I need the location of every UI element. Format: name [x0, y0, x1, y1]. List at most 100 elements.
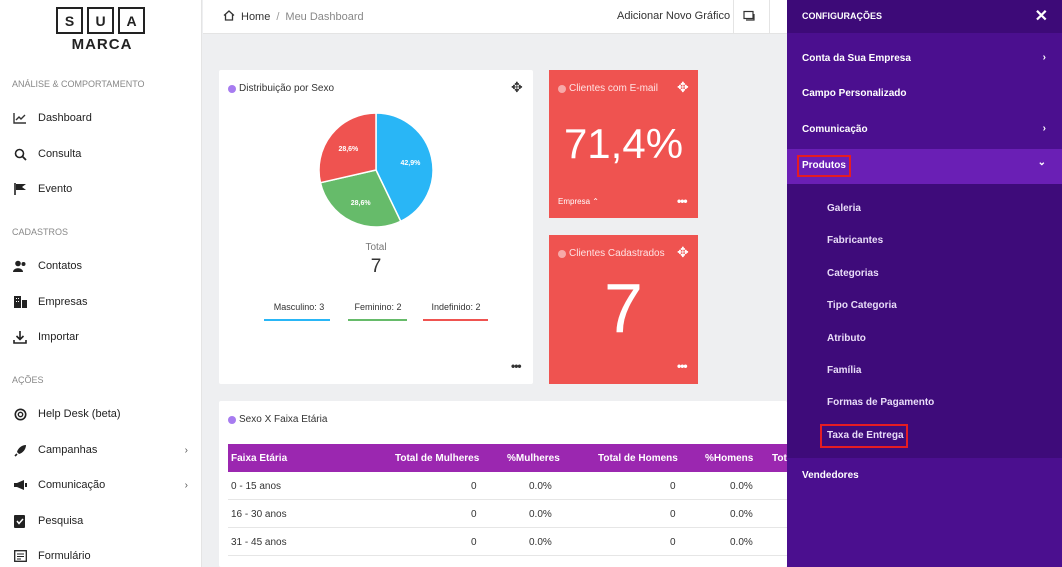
submenu-familia[interactable]: Família: [827, 365, 862, 376]
column-header[interactable]: Tot: [772, 453, 787, 464]
submenu-atributo[interactable]: Atributo: [827, 333, 866, 344]
submenu-categorias[interactable]: Categorias: [827, 268, 879, 279]
panel-item-vendedores[interactable]: Vendedores: [787, 459, 1062, 494]
column-header[interactable]: %Mulheres: [507, 453, 560, 464]
sidebar-item-importar[interactable]: Importar: [12, 327, 192, 347]
move-icon[interactable]: ✥: [677, 244, 689, 260]
table-cell: 31 - 45 anos: [231, 537, 287, 548]
header-divider: [733, 0, 734, 34]
legend-masculino[interactable]: Masculino: 3: [273, 302, 325, 312]
card-title-text: Sexo X Faixa Etária: [239, 414, 328, 425]
submenu-tipo-categoria[interactable]: Tipo Categoria: [827, 300, 897, 311]
pie-slice-indefinido[interactable]: [318, 112, 377, 184]
table-cell: 0: [670, 481, 676, 492]
more-options-icon[interactable]: •••: [677, 359, 688, 373]
sidebar-item-label: Empresas: [38, 296, 88, 308]
chart-icon: [12, 111, 28, 125]
add-chart-button[interactable]: Adicionar Novo Gráfico: [617, 10, 731, 22]
column-header[interactable]: Total de Mulheres: [395, 453, 480, 464]
legend-feminino[interactable]: Feminino: 2: [354, 302, 402, 312]
produtos-submenu: Galeria Fabricantes Categorias Tipo Cate…: [787, 184, 1062, 458]
home-icon[interactable]: [223, 10, 235, 24]
sidebar-item-label: Contatos: [38, 260, 83, 272]
legend-indefinido[interactable]: Indefinido: 2: [431, 302, 481, 312]
registered-clients-card: Clientes Cadastrados ✥ 7 •••: [549, 235, 698, 384]
legend-line-masculino: [264, 319, 330, 321]
sidebar-item-label: Pesquisa: [38, 515, 84, 527]
pie-slice-label: 28,6%: [338, 146, 359, 153]
card-title: Clientes Cadastrados: [558, 248, 665, 259]
submenu-fabricantes[interactable]: Fabricantes: [827, 235, 884, 246]
sidebar-item-empresas[interactable]: Empresas: [12, 292, 192, 312]
table-cell: 0.0%: [730, 537, 753, 548]
sidebar-item-pesquisa[interactable]: Pesquisa: [12, 511, 192, 531]
flag-icon: [12, 182, 28, 196]
panel-item-conta[interactable]: Conta da Sua Empresa ›: [787, 42, 1062, 77]
move-icon[interactable]: ✥: [677, 79, 689, 95]
table-cell: 0: [670, 509, 676, 520]
total-label: Total: [365, 242, 387, 253]
logo-letter: A: [118, 7, 145, 34]
close-icon[interactable]: ✕: [1034, 8, 1048, 25]
pie-slice-masculino[interactable]: [375, 112, 434, 223]
table-header: Faixa Etária Total de Mulheres %Mulheres…: [228, 444, 787, 472]
sidebar-item-evento[interactable]: Evento: [12, 179, 192, 199]
survey-icon: [12, 514, 28, 528]
email-value: 71,4%: [563, 120, 684, 167]
column-header[interactable]: Total de Homens: [598, 453, 678, 464]
sidebar-item-help-desk[interactable]: Help Desk (beta): [12, 404, 192, 424]
column-header[interactable]: %Homens: [705, 453, 754, 464]
table-cell: 16 - 30 anos: [231, 509, 287, 520]
help-icon[interactable]: [558, 249, 566, 258]
submenu-galeria[interactable]: Galeria: [827, 203, 861, 214]
form-icon: [12, 549, 28, 563]
help-icon[interactable]: [228, 415, 236, 424]
panel-item-label: Conta da Sua Empresa: [802, 53, 911, 64]
card-title-text: Clientes Cadastrados: [569, 248, 665, 259]
company-toggle[interactable]: Empresa ⌃: [558, 197, 599, 206]
window-icon[interactable]: [743, 10, 755, 24]
logo[interactable]: S U A MARCA: [56, 7, 148, 53]
breadcrumb-separator: /: [276, 11, 280, 23]
logo-letter: U: [87, 7, 114, 34]
megaphone-icon: [12, 478, 28, 492]
card-title: Distribuição por Sexo: [228, 83, 334, 94]
help-icon[interactable]: [228, 84, 236, 93]
chevron-right-icon: ›: [184, 479, 188, 491]
highlight-box-produtos: [797, 155, 851, 177]
pie-slice-feminino[interactable]: [319, 169, 402, 228]
import-icon: [12, 330, 28, 344]
chevron-right-icon: ›: [184, 444, 188, 456]
pie-chart: 42,9% 28,6% 28,6%: [318, 112, 434, 228]
column-header[interactable]: Faixa Etária: [231, 453, 288, 464]
panel-item-produtos[interactable]: Produtos ⌄: [787, 149, 1062, 184]
breadcrumb-home[interactable]: Home: [241, 11, 271, 23]
sidebar-item-contatos[interactable]: Contatos: [12, 256, 192, 276]
table-row: 16 - 30 anos 0 0.0% 0 0.0%: [228, 500, 787, 528]
card-title: Sexo X Faixa Etária: [228, 414, 327, 425]
breadcrumb: Home / Meu Dashboard: [223, 10, 364, 24]
more-options-icon[interactable]: •••: [511, 359, 522, 373]
submenu-formas-pagamento[interactable]: Formas de Pagamento: [827, 397, 935, 408]
sidebar-item-label: Help Desk (beta): [38, 408, 121, 420]
sidebar-item-dashboard[interactable]: Dashboard: [12, 108, 192, 128]
section-title: AÇÕES: [12, 375, 44, 385]
panel-item-comunicacao[interactable]: Comunicação ›: [787, 113, 1062, 148]
submenu-taxa-entrega[interactable]: Taxa de Entrega: [827, 430, 904, 441]
more-options-icon[interactable]: •••: [677, 194, 688, 208]
sidebar-item-comunicacao[interactable]: Comunicação ›: [12, 475, 192, 495]
table-cell: 0.0%: [730, 481, 753, 492]
sidebar-item-campanhas[interactable]: Campanhas ›: [12, 440, 192, 460]
table-cell: 0.0%: [529, 481, 552, 492]
card-title-text: Distribuição por Sexo: [239, 83, 335, 94]
sidebar-item-label: Dashboard: [38, 112, 92, 124]
panel-item-campo-personalizado[interactable]: Campo Personalizado: [787, 77, 1062, 112]
config-panel: CONFIGURAÇÕES ✕ Conta da Sua Empresa › C…: [787, 0, 1062, 567]
chevron-right-icon: ›: [1042, 52, 1046, 63]
sidebar-item-label: Evento: [38, 183, 73, 195]
help-icon[interactable]: [558, 84, 566, 93]
logo-letter: S: [56, 7, 83, 34]
move-icon[interactable]: ✥: [511, 79, 523, 95]
sidebar-item-consulta[interactable]: Consulta: [12, 144, 192, 164]
sidebar-item-formulario[interactable]: Formulário: [12, 546, 192, 566]
